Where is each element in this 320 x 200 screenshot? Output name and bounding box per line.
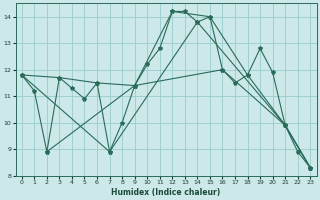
X-axis label: Humidex (Indice chaleur): Humidex (Indice chaleur) bbox=[111, 188, 221, 197]
